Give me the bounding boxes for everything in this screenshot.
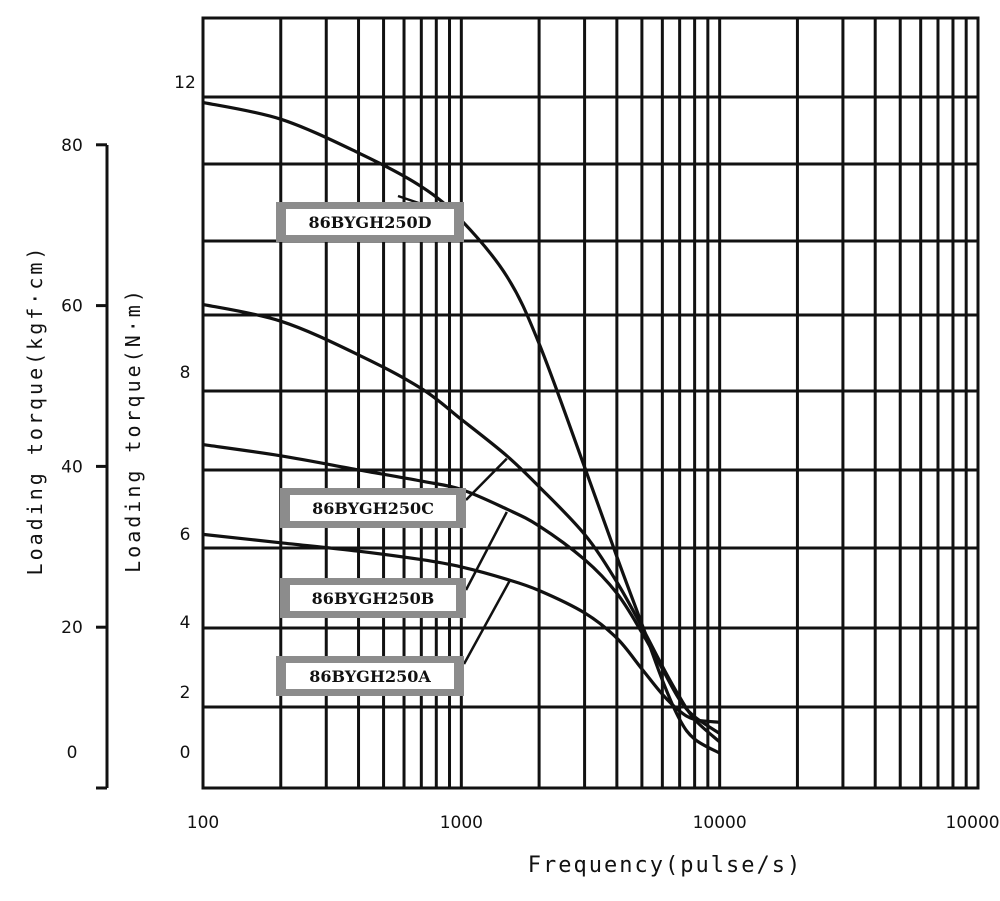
curves (202, 100, 721, 755)
y-axis-nm-title: Loading torque(N·m) (121, 287, 145, 573)
callout-box (286, 209, 454, 235)
y-nm-tick-label: 0 (180, 743, 191, 763)
callout-box (290, 585, 456, 611)
x-tick-label: 100 (187, 813, 219, 833)
y-kgf-tick-label: 80 (61, 136, 83, 156)
callout-label: 86BYGH250D (309, 213, 432, 232)
x-tick-label: 1000 (440, 813, 483, 833)
callouts: 86BYGH250D 86BYGH250C 86BYGH250B 86BYGH250A (276, 194, 512, 696)
callout-label: 86BYGH250C (312, 499, 434, 518)
callout-label: 86BYGH250B (312, 589, 435, 608)
x-tick-label: 10000 (693, 813, 747, 833)
y-nm-tick-label: 12 (174, 73, 196, 93)
y-kgf-tick-label: 60 (61, 297, 83, 317)
y-nm-tick-label: 2 (180, 683, 191, 703)
y-kgf-tick-label: 40 (61, 457, 83, 477)
callout-box (286, 663, 454, 689)
y-axis-kgf-ticks: 0 20 40 60 80 (61, 136, 109, 790)
callout-leader (464, 511, 508, 591)
y-axis-nm-ticks: 0 2 4 6 8 12 (174, 73, 196, 763)
y-nm-tick-label: 4 (180, 613, 191, 633)
callout-leader (465, 457, 508, 501)
y-kgf-tick-label: 0 (67, 743, 78, 763)
callout-box (290, 495, 456, 521)
plot-frame (201, 16, 980, 790)
callout-label: 86BYGH250A (309, 667, 431, 686)
y-nm-tick-label: 8 (180, 363, 191, 383)
y-nm-tick-label: 6 (180, 525, 191, 545)
x-axis-title: Frequency(pulse/s) (528, 853, 802, 878)
curve-86bygh250b (202, 443, 721, 735)
y-axis-kgf-title: Loading torque(kgf·cm) (23, 245, 47, 576)
curve-86bygh250a (202, 532, 720, 724)
y-kgf-tick-label: 20 (61, 618, 83, 638)
callout-leader (462, 578, 512, 665)
